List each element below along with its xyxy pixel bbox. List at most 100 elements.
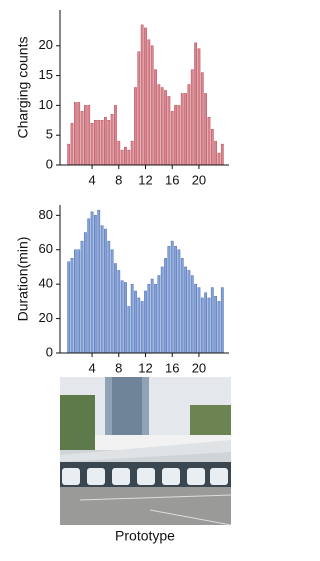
bar <box>200 297 204 354</box>
bar <box>194 283 197 354</box>
x-tick-label: 20 <box>192 360 206 375</box>
bar <box>130 140 134 166</box>
bar <box>170 240 174 354</box>
bar <box>167 246 171 354</box>
y-tick-label: 40 <box>39 276 53 291</box>
bar <box>114 105 117 166</box>
photo <box>60 377 232 526</box>
bar <box>107 240 111 354</box>
bar <box>70 258 74 354</box>
x-tick-label: 20 <box>192 172 206 187</box>
bar <box>180 93 184 166</box>
bar <box>127 306 131 354</box>
bar <box>180 258 184 354</box>
bar <box>137 297 141 354</box>
x-tick-label: 16 <box>165 360 179 375</box>
bar <box>87 105 91 166</box>
x-tick-label: 12 <box>138 360 152 375</box>
bar <box>160 266 164 354</box>
bar <box>83 232 87 354</box>
bar <box>204 93 208 166</box>
bar <box>144 27 147 166</box>
y-tick-label: 80 <box>39 207 53 222</box>
bar <box>210 287 214 354</box>
bar <box>200 72 204 166</box>
bar <box>207 117 211 166</box>
bar <box>73 102 77 166</box>
bar <box>80 111 84 166</box>
bar <box>97 209 101 354</box>
bar <box>220 287 224 354</box>
x-tick-label: 4 <box>88 172 95 187</box>
bar <box>127 149 131 166</box>
x-tick-label: 12 <box>138 172 152 187</box>
bar <box>214 295 218 354</box>
bar <box>94 215 97 354</box>
bar <box>90 211 94 354</box>
caption: Prototype <box>115 528 175 544</box>
bar <box>204 292 208 354</box>
bar <box>147 39 151 166</box>
bar <box>164 258 167 354</box>
y-tick-label: 5 <box>46 127 53 142</box>
figure: Prototype 0 5 10 15 20 4 8 12 16 20 Charging count… <box>15 10 232 544</box>
bar <box>197 48 201 166</box>
bar <box>97 120 101 166</box>
bar <box>187 84 191 166</box>
bar <box>114 263 117 354</box>
bar <box>167 96 171 166</box>
bar <box>210 128 214 166</box>
bar <box>157 275 161 354</box>
bar <box>117 140 121 166</box>
y-tick-label: 60 <box>39 241 53 256</box>
bar <box>94 120 97 166</box>
bar <box>67 143 71 166</box>
bar <box>140 24 144 166</box>
y-tick-label: 20 <box>39 310 53 325</box>
bar <box>207 297 211 354</box>
bar <box>70 123 74 166</box>
bar <box>154 69 157 166</box>
bar <box>157 84 161 166</box>
bar <box>184 93 187 166</box>
bar <box>120 149 124 166</box>
bar <box>190 69 194 166</box>
y-axis-label: Charging counts <box>15 37 31 139</box>
bar <box>197 287 201 354</box>
bar <box>170 111 174 166</box>
page: {"chart_data": [ {"type": "bar", "ylabel… <box>14 10 232 544</box>
bar <box>104 228 107 354</box>
bar <box>110 249 114 354</box>
bar <box>83 105 87 166</box>
bar <box>150 45 154 166</box>
bar <box>164 90 167 166</box>
bar <box>104 117 107 166</box>
bar <box>134 290 137 354</box>
bar <box>100 120 104 166</box>
bar <box>120 280 124 354</box>
bar <box>214 140 218 166</box>
bar <box>124 146 127 166</box>
bar <box>194 42 197 166</box>
bar <box>174 246 177 354</box>
bar <box>154 283 157 354</box>
bar <box>177 105 181 166</box>
x-tick-label: 16 <box>165 172 179 187</box>
y-axis-label: Duration(min) <box>15 237 31 322</box>
bar <box>110 114 114 166</box>
y-tick-label: 10 <box>39 97 53 112</box>
bar <box>160 87 164 166</box>
bar <box>217 301 221 354</box>
bar <box>187 270 191 354</box>
y-tick-label: 15 <box>39 67 53 82</box>
bar <box>67 261 71 354</box>
bar <box>177 249 181 354</box>
y-tick-label: 0 <box>46 156 53 171</box>
bar <box>80 240 84 354</box>
bar <box>144 290 147 354</box>
bar <box>77 102 81 166</box>
bar <box>117 270 121 354</box>
bar <box>140 301 144 354</box>
y-tick-label: 0 <box>46 344 53 359</box>
x-tick-label: 4 <box>88 360 95 375</box>
